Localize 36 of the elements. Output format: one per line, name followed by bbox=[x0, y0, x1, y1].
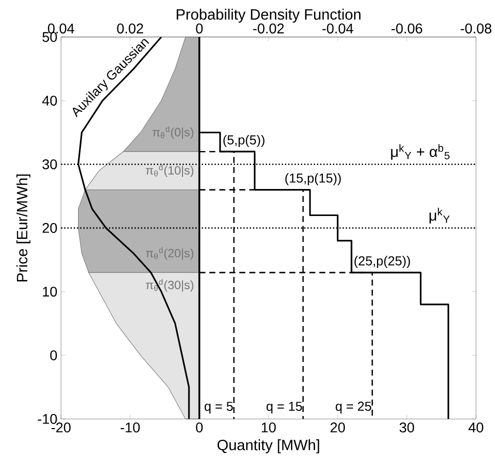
x-tick-label: 30 bbox=[400, 422, 414, 432]
x-tick-label: 40 bbox=[468, 422, 484, 432]
y-tick-label: 50 bbox=[42, 32, 57, 42]
x-tick-label: 20 bbox=[330, 422, 345, 432]
y-tick-label: -10 bbox=[38, 414, 57, 424]
annotation: q = 25 bbox=[336, 402, 372, 414]
x2-tick-label: -0.02 bbox=[253, 24, 284, 34]
y-tick-label: 30 bbox=[42, 159, 57, 170]
x2-tick-label: -0.04 bbox=[322, 24, 354, 34]
annotation: q = 5 bbox=[204, 402, 233, 414]
series-label: π$_{θ}$$^{d}$(10|s) bbox=[146, 164, 194, 178]
y-tick-label: 20 bbox=[42, 223, 57, 233]
annotation: (15,p(15)) bbox=[285, 173, 341, 186]
x-tick-label: -10 bbox=[120, 422, 140, 432]
series-label: π$_{θ}$$^{d}$(0|s) bbox=[152, 126, 194, 139]
x2-axis-title: Probability Density Function bbox=[176, 8, 360, 23]
x-tick-label: 10 bbox=[262, 422, 276, 432]
series-label: π$_{θ}$$^{d}$(30|s) bbox=[146, 278, 194, 292]
x-tick-label: 0 bbox=[196, 422, 203, 432]
series-label: π$_{θ}$$^{d}$(20|s) bbox=[146, 247, 194, 260]
annotation: (5,p(5)) bbox=[223, 134, 264, 148]
annotation: q = 15 bbox=[266, 402, 302, 414]
ref-line-label: μ$^{k}$$_{Y}$ + α$^{b}$5 bbox=[391, 144, 450, 160]
x2-tick-label: 0.04 bbox=[48, 24, 74, 34]
y-tick-label: 0 bbox=[50, 350, 57, 360]
x2-tick-label: -0.06 bbox=[392, 24, 422, 34]
x2-tick-label: 0 bbox=[196, 24, 203, 34]
y-tick-label: 10 bbox=[42, 286, 57, 297]
x2-tick-label: 0.02 bbox=[117, 24, 144, 34]
x-axis-title: Quantity [MWh] bbox=[218, 439, 320, 454]
x-tick-label: -20 bbox=[52, 422, 71, 432]
y-axis-title: Price [Eur/MWh] bbox=[16, 174, 30, 282]
annotation: (25,p(25)) bbox=[354, 256, 410, 268]
x2-tick-label: -0.08 bbox=[460, 24, 492, 34]
ref-line-label: μ$^{k}$Y bbox=[430, 208, 450, 224]
y-tick-label: 40 bbox=[42, 96, 57, 106]
